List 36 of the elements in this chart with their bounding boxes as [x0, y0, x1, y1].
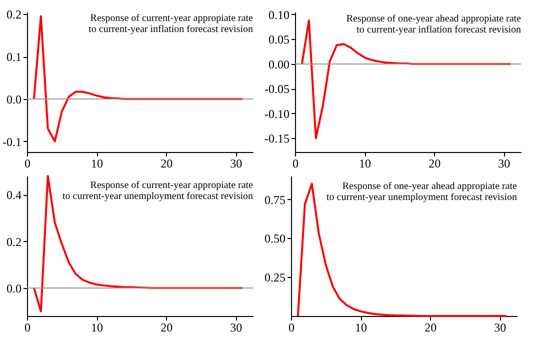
text: Response of current-year appropiate rate to current-year inflation forecast revision — [88, 13, 254, 36]
y-tick-label: 0.2 — [6, 8, 22, 22]
x-tick-label: 20 — [160, 156, 173, 170]
y-tick-label: 0.1 — [6, 50, 22, 64]
y-tick-label: -0.10 — [264, 106, 290, 121]
x-tick-label: 10 — [355, 320, 368, 334]
y-tick-label: -0.05 — [264, 82, 290, 96]
x-tick-label: 30 — [494, 320, 506, 334]
y-tick-label: 0.0 — [6, 282, 22, 296]
text: Response of one-year ahead appropiate rate to current-year unemployment forecast revision — [326, 181, 518, 203]
y-tick-label: 0.00 — [268, 57, 290, 72]
x-tick-label: 0 — [24, 320, 30, 334]
x-tick-label: 20 — [428, 156, 441, 170]
y-tick-label: 0.2 — [6, 234, 22, 249]
y-tick-label: 0.0 — [6, 92, 22, 106]
x-tick-label: 30 — [230, 156, 242, 170]
x-tick-label: 0 — [288, 320, 294, 334]
y-tick-label: 0.75 — [264, 192, 286, 207]
x-tick-label: 20 — [160, 320, 173, 334]
text: Response of one-year ahead appropiate rate to current-year inflation forecast revision — [346, 13, 522, 36]
x-tick-label: 30 — [230, 320, 242, 334]
x-tick-label: 10 — [91, 320, 104, 334]
y-tick-label: 0.05 — [268, 32, 290, 47]
y-tick-label: 0.4 — [6, 188, 22, 202]
x-tick-label: 10 — [91, 156, 104, 170]
y-tick-label: 0.25 — [264, 270, 286, 285]
y-tick-label: 0.10 — [268, 8, 290, 22]
text: Response of current-year appropiate rate to current-year unemployment forecast revision — [62, 180, 254, 202]
y-tick-label: 0.50 — [264, 232, 286, 246]
y-tick-label: -0.1 — [2, 134, 22, 149]
x-tick-label: 0 — [24, 156, 30, 170]
x-tick-label: 0 — [292, 156, 298, 170]
x-tick-label: 20 — [424, 320, 437, 334]
y-tick-label: -0.15 — [264, 132, 290, 146]
x-tick-label: 30 — [498, 156, 510, 170]
x-tick-label: 10 — [359, 156, 372, 170]
